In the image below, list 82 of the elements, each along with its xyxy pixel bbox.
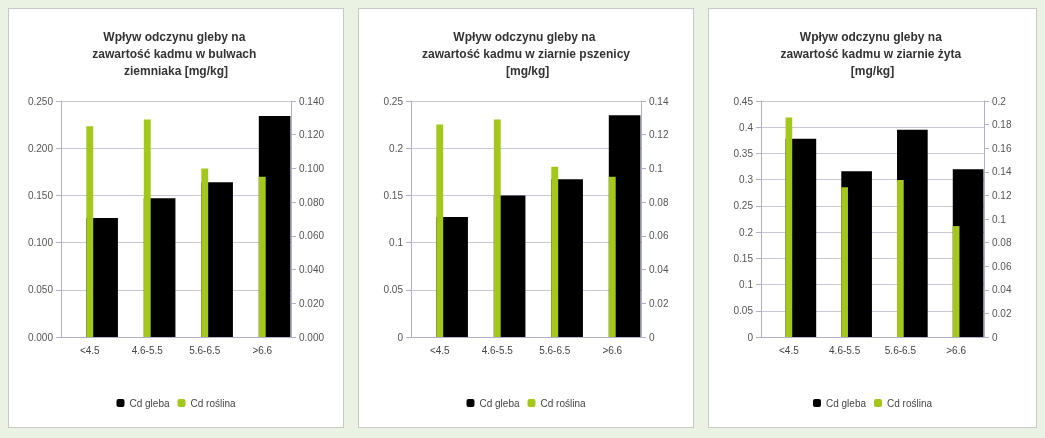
x-tick-label: 4.6-5.5 — [131, 344, 164, 356]
x-tick-label: >6.6 — [946, 344, 967, 356]
y2-tick-label: 0.06 — [992, 260, 1012, 272]
y-tick-label: 0.050 — [27, 284, 54, 296]
y2-tick-label: 0.020 — [299, 297, 325, 309]
chart-title: Wpływ odczynu gleby na zawartość kadmu w ziarnie pszenicy [mg/kg] — [421, 29, 631, 78]
y-tick-label: 0.15 — [733, 252, 754, 264]
y2-tick-label: 0.14 — [992, 166, 1012, 178]
y2-tick-label: 0.080 — [299, 196, 325, 208]
bar — [258, 176, 266, 337]
legend-label: Cd gleba — [129, 397, 170, 409]
x-tick-label: <4.5 — [429, 344, 451, 356]
y2-tick-label: 0.040 — [299, 264, 325, 276]
y2-tick-label: 0.18 — [992, 119, 1012, 131]
x-tick-label: <4.5 — [779, 344, 800, 356]
bar — [201, 168, 209, 337]
bar — [551, 166, 559, 337]
y2-tick-label: 0 — [992, 331, 998, 343]
y2-tick-label: 0.04 — [992, 284, 1012, 296]
y-tick-label: 0.45 — [733, 95, 754, 107]
y-tick-label: 0.15 — [383, 189, 404, 201]
y2-tick-label: 0 — [649, 331, 655, 343]
bar — [493, 119, 501, 337]
x-tick-label: 5.6-6.5 — [884, 344, 917, 356]
chart-title: Wpływ odczynu gleby na zawartość kadmu w ziarnie żyta [mg/kg] — [780, 29, 965, 78]
bar — [785, 117, 793, 337]
y-tick-label: 0.4 — [739, 121, 754, 133]
y-tick-label: 0.2 — [739, 226, 754, 238]
y-tick-label: 0.1 — [389, 237, 404, 249]
y2-tick-label: 0.000 — [299, 331, 325, 343]
y2-tick-label: 0.2 — [992, 95, 1007, 107]
bar — [608, 176, 616, 337]
y-tick-label: 0.100 — [27, 237, 54, 249]
legend-label: Cd roślina — [540, 397, 586, 409]
y-tick-label: 0.150 — [27, 189, 54, 201]
chart-title: Wpływ odczynu gleby na zawartość kadmu w bulwach ziemniaka [mg/kg] — [92, 29, 260, 78]
y2-tick-label: 0.08 — [649, 196, 669, 208]
bar — [952, 226, 960, 337]
y-tick-label: 0.200 — [27, 142, 54, 154]
legend-label: Cd gleba — [825, 397, 867, 409]
y-tick-label: 0.25 — [733, 200, 754, 212]
bar — [897, 180, 904, 337]
y-tick-label: 0.25 — [383, 95, 404, 107]
y2-tick-label: 0.060 — [299, 230, 325, 242]
y2-tick-label: 0.06 — [649, 230, 669, 242]
y-tick-label: 0 — [747, 331, 754, 343]
x-tick-label: 5.6-6.5 — [189, 344, 221, 356]
y2-tick-label: 0.02 — [649, 297, 669, 309]
y2-tick-label: 0.08 — [992, 237, 1012, 249]
y2-tick-label: 0.02 — [992, 307, 1012, 319]
y-tick-label: 0.250 — [27, 95, 54, 107]
y-tick-label: 0.000 — [27, 331, 54, 343]
y2-tick-label: 0.12 — [649, 129, 669, 141]
x-tick-label: 5.6-6.5 — [539, 344, 571, 356]
y2-tick-label: 0.04 — [649, 264, 669, 276]
bar — [143, 119, 151, 337]
y-tick-label: 0.3 — [739, 174, 754, 186]
bar — [841, 187, 848, 337]
bar — [86, 126, 94, 337]
x-tick-label: 4.6-5.5 — [829, 344, 861, 356]
x-tick-label: >6.6 — [252, 344, 273, 356]
y-tick-label: 0.35 — [733, 147, 754, 159]
y2-tick-label: 0.100 — [299, 162, 325, 174]
legend-label: Cd gleba — [479, 397, 520, 409]
legend-label: Cd roślina — [887, 397, 933, 409]
y2-tick-label: 0.1 — [992, 213, 1007, 225]
x-tick-label: 4.6-5.5 — [481, 344, 514, 356]
y2-tick-label: 0.140 — [299, 95, 325, 107]
y2-tick-label: 0.14 — [649, 95, 669, 107]
y2-tick-label: 0.16 — [992, 142, 1012, 154]
y-tick-label: 0.2 — [389, 142, 404, 154]
y-tick-label: 0.1 — [739, 279, 754, 291]
y2-tick-label: 0.12 — [992, 189, 1012, 201]
legend-label: Cd roślina — [190, 397, 236, 409]
y-tick-label: 0.05 — [733, 305, 754, 317]
x-tick-label: <4.5 — [79, 344, 101, 356]
y-tick-label: 0 — [397, 331, 404, 343]
y2-tick-label: 0.1 — [649, 162, 664, 174]
x-tick-label: >6.6 — [602, 344, 623, 356]
y-tick-label: 0.05 — [383, 284, 404, 296]
y2-tick-label: 0.120 — [299, 129, 325, 141]
bar — [436, 124, 444, 337]
